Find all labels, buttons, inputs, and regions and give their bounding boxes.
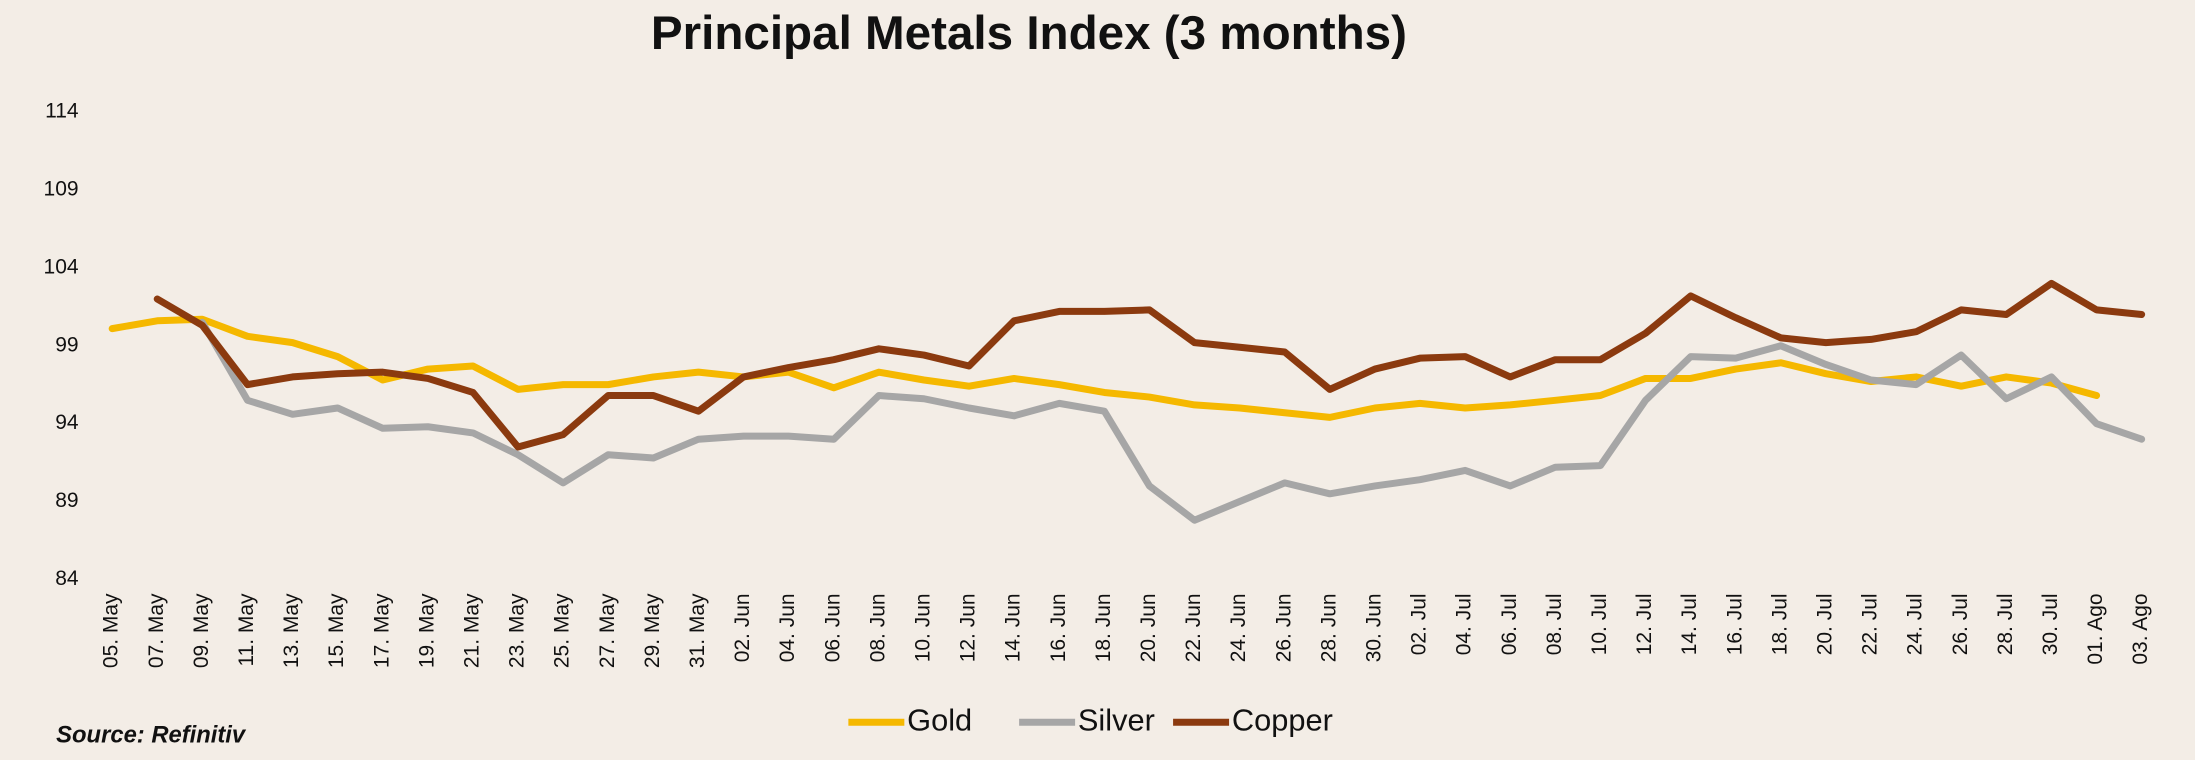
- x-tick-label: 20. Jun: [1137, 593, 1160, 662]
- source: Source: Refinitiv: [56, 721, 247, 748]
- y-tick-label: 104: [44, 255, 79, 278]
- x-tick-label: 02. Jul: [1408, 593, 1431, 655]
- legend-label: Copper: [1232, 702, 1333, 737]
- x-tick-label: 18. Jun: [1092, 593, 1115, 662]
- x-tick-label: 16. Jul: [1723, 593, 1746, 655]
- x-tick-label: 11. May: [235, 593, 258, 667]
- legend-label: Silver: [1078, 702, 1155, 737]
- series-line: [153, 279, 2146, 451]
- x-tick-label: 17. May: [370, 593, 393, 668]
- x-tick-label: 01. Ago: [2084, 593, 2107, 664]
- x-tick-label: 30. Jul: [2039, 593, 2062, 655]
- x-tick-label: 13. May: [280, 593, 303, 668]
- x-tick-label: 07. May: [145, 593, 168, 668]
- x-tick-label: 16. Jun: [1047, 593, 1070, 662]
- x-tick-label: 04. Jul: [1453, 593, 1476, 655]
- x-tick-label: 10. Jul: [1588, 593, 1611, 655]
- x-tick-label: 08. Jul: [1543, 593, 1566, 655]
- x-tick-label: 28. Jul: [1994, 593, 2017, 655]
- x-tick-label: 10. Jun: [911, 593, 934, 662]
- x-tick-label: 06. Jun: [821, 593, 844, 662]
- x-tick-label: 23. May: [506, 593, 529, 668]
- x-tick-label: 20. Jul: [1813, 593, 1836, 655]
- x-tick-label: 14. Jul: [1678, 593, 1701, 655]
- x-tick-label: 02. Jun: [731, 593, 754, 662]
- y-tick-label: 84: [55, 567, 79, 590]
- x-tick-label: 22. Jul: [1859, 593, 1882, 655]
- x-tick-label: 29. May: [641, 593, 664, 668]
- x-tick-label: 24. Jun: [1227, 593, 1250, 662]
- x-tick-label: 04. Jun: [776, 593, 799, 662]
- y-tick-label: 89: [55, 489, 78, 512]
- x-tick-label: 05. May: [100, 593, 123, 668]
- x-tick-label: 15. May: [325, 593, 348, 668]
- x-tick-label: 14. Jun: [1002, 593, 1025, 662]
- x-tick-label: 19. May: [415, 593, 438, 668]
- series-line: [198, 318, 2146, 524]
- x-tick-label: 31. May: [686, 593, 709, 668]
- legend-label: Gold: [907, 702, 972, 737]
- x-tick-label: 09. May: [190, 593, 213, 668]
- x-tick-label: 25. May: [551, 593, 574, 668]
- x-tick-label: 27. May: [596, 593, 619, 668]
- x-tick-label: 26. Jun: [1272, 593, 1295, 662]
- x-tick-label: 18. Jul: [1768, 593, 1791, 655]
- x-tick-label: 08. Jun: [866, 593, 889, 662]
- x-tick-label: 12. Jun: [957, 593, 980, 662]
- y-tick-label: 94: [55, 411, 79, 434]
- y-tick-label: 114: [45, 100, 79, 123]
- x-tick-label: 12. Jul: [1633, 593, 1656, 655]
- x-tick-label: 30. Jun: [1362, 593, 1385, 662]
- x-tick-label: 26. Jul: [1949, 593, 1972, 655]
- x-tick-label: 24. Jul: [1904, 593, 1927, 655]
- x-tick-label: 22. Jun: [1182, 593, 1205, 662]
- x-tick-label: 03. Ago: [2129, 593, 2152, 664]
- y-tick-label: 99: [55, 333, 78, 356]
- x-tick-label: 21. May: [461, 593, 484, 668]
- x-tick-label: 06. Jul: [1498, 593, 1521, 655]
- x-tick-label: 28. Jun: [1317, 593, 1340, 662]
- series-line: [108, 315, 2101, 421]
- y-tick-label: 109: [44, 177, 79, 200]
- chart-title: Principal Metals Index (3 months): [651, 7, 1407, 60]
